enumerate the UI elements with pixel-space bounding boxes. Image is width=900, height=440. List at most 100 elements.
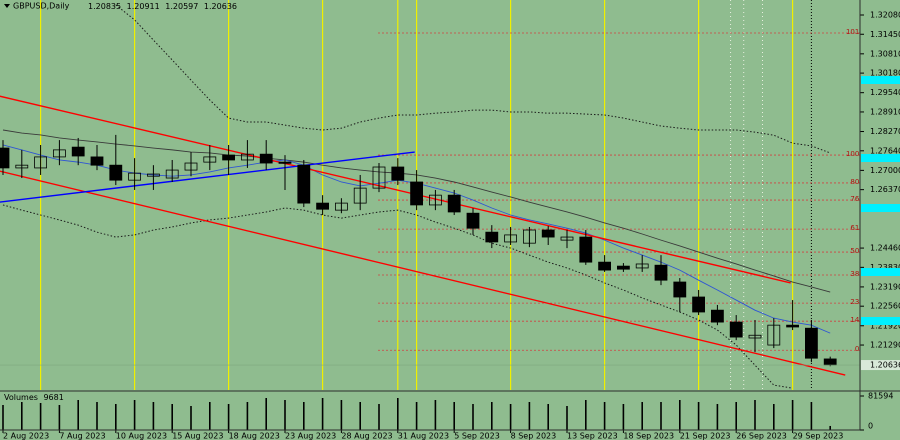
indicator-line bbox=[115, 4, 831, 154]
header-high: 1.20911 bbox=[127, 2, 160, 11]
candle-body bbox=[222, 154, 236, 161]
menu-icon[interactable] bbox=[4, 4, 10, 8]
header: GBPUSD,Daily 1.20835 1.20911 1.20597 1.2… bbox=[4, 2, 237, 11]
volume-title: Volumes 9681 bbox=[4, 393, 64, 402]
ohlc-header: 1.20835 1.20911 1.20597 1.20636 bbox=[88, 2, 237, 11]
level-marker bbox=[861, 204, 900, 212]
y-tick-label: 1.23830 bbox=[870, 263, 900, 272]
x-tick-label: 29 Sep 2023 bbox=[793, 432, 844, 440]
x-tick-label: 18 Aug 2023 bbox=[229, 432, 280, 440]
candle-body bbox=[259, 153, 273, 164]
candle-body bbox=[654, 264, 668, 281]
candle-body bbox=[447, 194, 461, 213]
candle-body bbox=[428, 194, 442, 206]
candle-body bbox=[748, 334, 762, 339]
y-tick-label: 1.21920 bbox=[870, 321, 900, 330]
trendline bbox=[0, 170, 846, 376]
candle-body bbox=[579, 236, 593, 263]
fib-label: 100.0 bbox=[846, 150, 866, 158]
candle-body bbox=[353, 187, 367, 204]
candle-body bbox=[485, 231, 499, 243]
candle-body bbox=[786, 324, 799, 328]
candle-body bbox=[617, 265, 630, 270]
x-tick-label: 28 Aug 2023 bbox=[341, 432, 392, 440]
level-marker bbox=[861, 317, 900, 325]
candle-body bbox=[34, 156, 47, 169]
y-tick-label: 1.32080 bbox=[870, 10, 900, 19]
candle-body bbox=[729, 321, 743, 338]
axes: 1.32080 1.31450 1.30810 1.30180 1.29540 1.289… bbox=[0, 10, 900, 440]
current-price-box bbox=[861, 360, 900, 371]
volume-pane bbox=[2, 397, 832, 430]
x-tick-label: 2 Aug 2023 bbox=[3, 432, 49, 440]
y-tick-label: 1.29540 bbox=[870, 88, 900, 97]
level-marker bbox=[861, 154, 900, 162]
volume-current: 9681 bbox=[43, 393, 63, 402]
header-open: 1.20835 bbox=[88, 2, 121, 11]
x-tick-label: 10 Aug 2023 bbox=[116, 432, 167, 440]
candle-body bbox=[692, 296, 705, 313]
candle-body bbox=[128, 172, 142, 181]
candle-body bbox=[635, 263, 649, 269]
header-low: 1.20597 bbox=[165, 2, 198, 11]
candle-body bbox=[673, 281, 687, 298]
candle-body bbox=[146, 173, 160, 177]
y-tick-label: 1.30810 bbox=[870, 49, 900, 58]
candle-body bbox=[71, 146, 85, 157]
x-tick-label: 13 Sep 2023 bbox=[567, 432, 618, 440]
y-tick-label: 1.28270 bbox=[870, 127, 900, 136]
x-tick-label: 26 Sep 2023 bbox=[736, 432, 787, 440]
volume-tick-label: 81594 bbox=[868, 392, 893, 401]
x-tick-label: 18 Sep 2023 bbox=[623, 432, 674, 440]
price-pane: 101.6 100.0 80.4 76.4 61.8 50.0 38.2 23.6 14.6 0.… bbox=[0, 0, 867, 390]
candle-body bbox=[711, 309, 724, 323]
candle-body bbox=[184, 162, 198, 171]
y-tick-label: 1.23190 bbox=[870, 282, 900, 291]
candle-body bbox=[297, 164, 311, 204]
x-tick-label: 15 Aug 2023 bbox=[172, 432, 223, 440]
fib-label: 80.4 bbox=[850, 178, 866, 186]
header-close: 1.20636 bbox=[204, 2, 237, 11]
fib-label: 101.6 bbox=[846, 28, 867, 36]
candle-body bbox=[0, 147, 10, 169]
candle-body bbox=[240, 153, 254, 161]
trendline bbox=[0, 151, 415, 203]
x-tick-label: 5 Sep 2023 bbox=[454, 432, 500, 440]
fib-label: 50.0 bbox=[850, 247, 866, 255]
trendline bbox=[0, 95, 791, 284]
y-tick-label: 1.24460 bbox=[870, 244, 900, 253]
y-tick-label: 1.30180 bbox=[870, 69, 900, 78]
candle-body bbox=[165, 169, 179, 179]
candle-body bbox=[523, 229, 536, 244]
x-tick-label: 21 Sep 2023 bbox=[680, 432, 731, 440]
candle-body bbox=[15, 164, 29, 169]
candle-body bbox=[504, 234, 518, 243]
current-price-label: 1.20636 bbox=[870, 361, 900, 370]
fib-label: 23.6 bbox=[850, 298, 866, 306]
candle-body bbox=[391, 166, 405, 181]
x-tick-label: 23 Aug 2023 bbox=[285, 432, 336, 440]
candle-body bbox=[53, 149, 66, 158]
fib-label: 14.6 bbox=[850, 316, 866, 324]
y-tick-label: 1.27640 bbox=[870, 146, 900, 155]
x-tick-label: 31 Aug 2023 bbox=[398, 432, 449, 440]
candle-body bbox=[316, 202, 330, 210]
level-marker bbox=[861, 76, 900, 84]
candle-body bbox=[598, 261, 611, 271]
fib-label: 76.4 bbox=[850, 195, 866, 203]
candle-body bbox=[203, 156, 217, 163]
indicator-line bbox=[2, 204, 793, 389]
fib-label: 38.2 bbox=[850, 270, 866, 278]
candle-body bbox=[109, 164, 123, 181]
candle-body bbox=[90, 156, 104, 166]
y-tick-label: 1.22560 bbox=[870, 302, 900, 311]
candle-body bbox=[278, 161, 292, 164]
candle-body bbox=[334, 202, 348, 211]
y-tick-label: 1.27000 bbox=[870, 166, 900, 175]
y-tick-label: 1.28910 bbox=[870, 107, 900, 116]
y-tick-label: 1.21290 bbox=[870, 341, 900, 350]
fib-label: 0.0 bbox=[855, 345, 866, 353]
y-tick-label: 1.31450 bbox=[870, 30, 900, 39]
